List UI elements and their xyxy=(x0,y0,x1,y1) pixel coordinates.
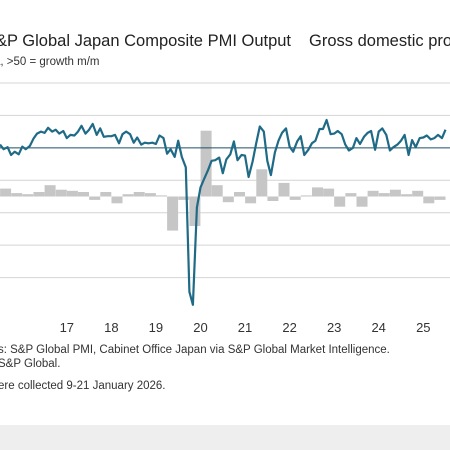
gdp-bar xyxy=(289,196,301,200)
gdp-bar xyxy=(178,196,190,200)
gdp-bar xyxy=(323,188,335,197)
pmi-series-line xyxy=(0,118,447,306)
gdp-bar xyxy=(222,196,234,203)
gdp-bar xyxy=(300,195,312,197)
x-tick-label: 24 xyxy=(371,320,385,335)
chart-title-gdp: Gross domestic pro xyxy=(309,32,450,50)
gdp-bar xyxy=(144,193,156,197)
gdp-bar xyxy=(133,192,145,197)
gdp-bar xyxy=(189,196,201,226)
gdp-bar xyxy=(200,130,212,197)
gdp-bar xyxy=(122,194,134,197)
gdp-bar xyxy=(111,196,123,204)
gdp-bar xyxy=(33,192,45,197)
gdp-bar xyxy=(356,196,368,207)
gdp-bar xyxy=(345,193,357,197)
gdp-bar xyxy=(100,192,112,197)
gdp-bar xyxy=(434,196,446,200)
source-note: s: S&P Global PMI, Cabinet Office Japan … xyxy=(0,344,390,356)
gdp-bar xyxy=(11,193,23,197)
gdp-bar xyxy=(256,169,268,197)
x-tick-label: 21 xyxy=(238,320,252,335)
gdp-bar xyxy=(312,187,323,197)
bottom-band xyxy=(0,425,450,450)
gdp-bar xyxy=(55,189,67,197)
gdp-bar xyxy=(245,196,257,204)
gdp-bar xyxy=(0,188,12,197)
gdp-bar xyxy=(278,182,290,197)
gdp-bar xyxy=(389,189,401,197)
gdp-bar xyxy=(66,190,78,197)
gdp-bar xyxy=(234,192,245,197)
chart-title-pmi: &P Global Japan Composite PMI Output xyxy=(0,32,292,50)
copyright-note: S&P Global. xyxy=(0,358,61,370)
gdp-bar xyxy=(78,192,89,197)
gdp-bar xyxy=(401,194,413,197)
gdp-bar xyxy=(44,185,56,197)
gdp-bar xyxy=(423,196,435,204)
x-tick-label: 25 xyxy=(416,320,430,335)
gdp-bar xyxy=(22,194,34,197)
collection-note: ere collected 9-21 January 2026. xyxy=(0,380,166,392)
gdp-bar xyxy=(89,196,101,200)
gdp-bar xyxy=(167,196,179,231)
x-tick-label: 17 xyxy=(60,320,74,335)
gdp-bar xyxy=(334,196,346,207)
x-tick-label: 19 xyxy=(149,320,163,335)
x-tick-label: 23 xyxy=(327,320,341,335)
gdp-bar xyxy=(367,190,379,197)
x-tick-label: 20 xyxy=(193,320,207,335)
gdp-bar xyxy=(378,193,390,197)
gdp-bar xyxy=(412,190,424,197)
gdp-bar xyxy=(211,185,223,197)
x-tick-label: 22 xyxy=(282,320,296,335)
gdp-bar xyxy=(156,195,167,197)
chart-subtitle: a, >50 = growth m/m xyxy=(0,56,100,68)
x-tick-label: 18 xyxy=(104,320,118,335)
gdp-bar xyxy=(267,196,279,201)
pmi-gdp-chart: 17 18 19 20 21 22 23 24 25 xyxy=(0,82,450,335)
